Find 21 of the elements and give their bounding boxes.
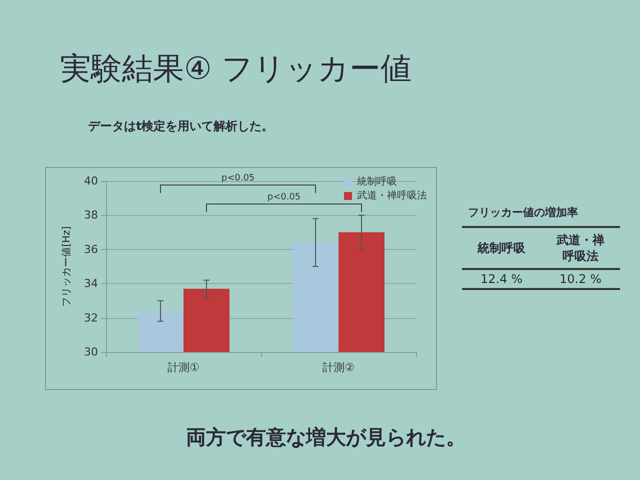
text: 10.2 % — [560, 272, 602, 286]
y-axis-title: フリッカー値[Hz] — [60, 226, 72, 307]
x-tick-label: 計測② — [322, 361, 355, 374]
category-label: 統制呼吸 — [476, 240, 526, 256]
y-tick-label: 38 — [84, 208, 98, 222]
chart-title: 実験結果④ フリッカー値 — [60, 50, 412, 89]
legend-label: 武道・禅呼吸法 — [357, 190, 427, 202]
annotation: p<0.05 — [267, 192, 301, 202]
text: フリッカー値の増加率 — [462, 205, 620, 228]
category-label: 武道・禅呼吸法 — [556, 232, 606, 264]
y-tick-label: 36 — [84, 242, 98, 256]
text: 12.4 % — [480, 272, 522, 286]
y-tick-label: 30 — [84, 346, 98, 358]
y-tick-label: 34 — [84, 277, 98, 290]
annotation: p<0.05 — [221, 174, 255, 184]
legend-label: 統制呼吸 — [357, 176, 397, 188]
chart-subtitle: データはt検定を用いて解析した。 — [88, 118, 274, 135]
x-tick-label: 計測① — [168, 361, 200, 374]
y-tick-label: 32 — [84, 311, 98, 324]
text: 両方で有意な増大が見られた。 — [186, 424, 466, 451]
y-tick-label: 40 — [84, 174, 98, 188]
